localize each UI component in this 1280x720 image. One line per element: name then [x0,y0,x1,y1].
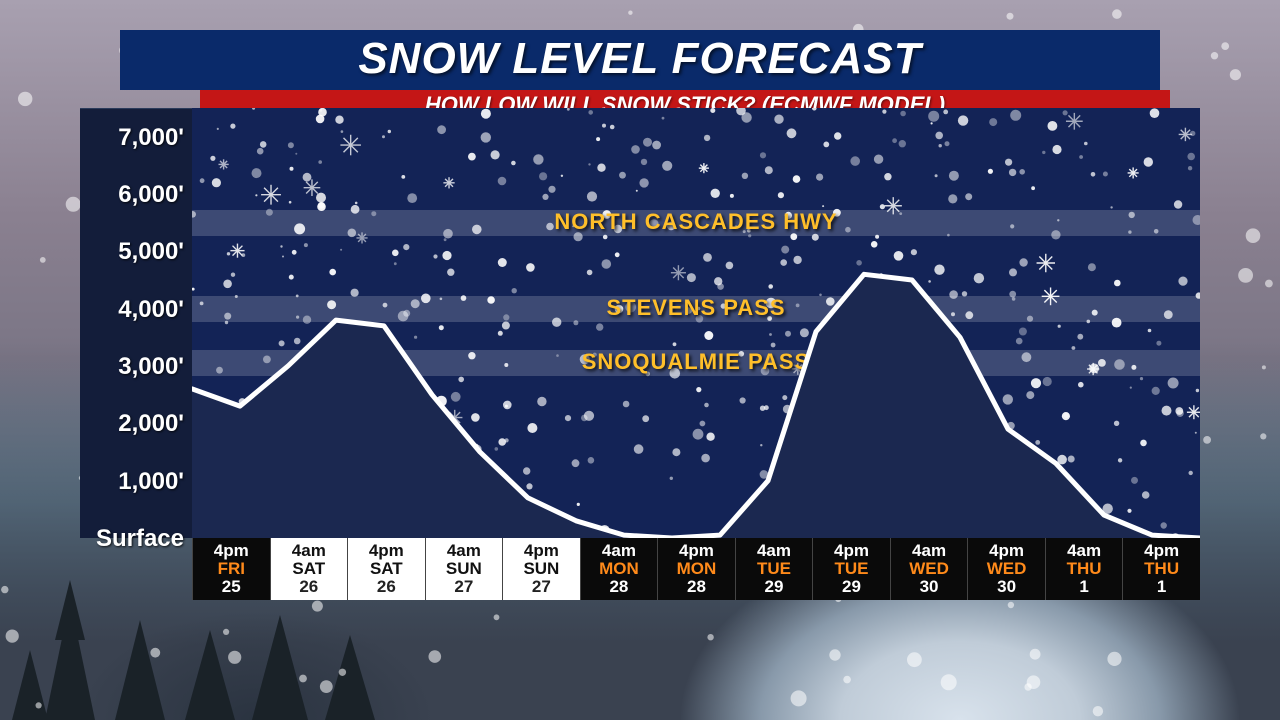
x-axis-cell: 4pmTUE29 [812,538,890,600]
x-date: 27 [532,578,551,596]
x-axis-cell: 4amSAT26 [270,538,348,600]
y-tick-label: 5,000' [118,238,184,266]
x-day: SUN [523,560,559,578]
x-date: 25 [222,578,241,596]
x-time: 4pm [679,542,714,560]
x-date: 1 [1079,578,1088,596]
y-axis: 7,000' 6,000' 5,000' 4,000' 3,000' 2,000' 1,00… [80,108,192,538]
x-time: 4am [447,542,481,560]
x-axis-cell: 4amTHU1 [1045,538,1123,600]
x-time: 4pm [524,542,559,560]
x-day: TUE [835,560,869,578]
x-axis-cell: 4pmMON28 [657,538,735,600]
x-day: FRI [218,560,245,578]
snow-level-line [192,108,1200,538]
x-axis-cell: 4pmSAT26 [347,538,425,600]
x-date: 30 [920,578,939,596]
x-time: 4am [602,542,636,560]
x-date: 28 [687,578,706,596]
x-axis-cell: 4amTUE29 [735,538,813,600]
x-date: 26 [377,578,396,596]
x-day: WED [987,560,1027,578]
x-axis-cell: 4pmWED30 [967,538,1045,600]
y-tick-label: 1,000' [118,468,184,496]
x-date: 1 [1157,578,1166,596]
x-time: 4pm [214,542,249,560]
x-day: THU [1067,560,1102,578]
x-date: 30 [997,578,1016,596]
x-day: SAT [292,560,325,578]
x-axis-cell: 4pmFRI25 [192,538,270,600]
x-day: SAT [370,560,403,578]
x-day: THU [1144,560,1179,578]
y-tick-label: Surface [96,525,184,553]
x-axis-cell: 4pmSUN27 [502,538,580,600]
y-tick-label: 4,000' [118,296,184,324]
chart-container: 7,000' 6,000' 5,000' 4,000' 3,000' 2,000' 1,00… [80,108,1200,598]
x-date: 27 [454,578,473,596]
y-tick-label: 3,000' [118,353,184,381]
x-axis-cell: 4amSUN27 [425,538,503,600]
x-day: TUE [757,560,791,578]
x-day: MON [677,560,717,578]
x-axis-cell: 4amWED30 [890,538,968,600]
x-time: 4am [912,542,946,560]
x-time: 4pm [1144,542,1179,560]
x-date: 29 [765,578,784,596]
x-time: 4pm [369,542,404,560]
x-axis: 4pmFRI254amSAT264pmSAT264amSUN274pmSUN27… [192,538,1200,600]
x-axis-cell: 4amMON28 [580,538,658,600]
x-day: MON [599,560,639,578]
panel-title: SNOW LEVEL FORECAST [120,30,1160,90]
x-date: 26 [299,578,318,596]
plot-area: NORTH CASCADES HWYSTEVENS PASSSNOQUALMIE… [192,108,1200,538]
x-axis-cell: 4pmTHU1 [1122,538,1200,600]
x-time: 4am [757,542,791,560]
y-tick-label: 7,000' [118,124,184,152]
x-time: 4am [292,542,326,560]
x-time: 4pm [989,542,1024,560]
x-time: 4pm [834,542,869,560]
y-tick-label: 2,000' [118,410,184,438]
x-date: 28 [609,578,628,596]
y-tick-label: 6,000' [118,181,184,209]
x-day: WED [909,560,949,578]
background-trees [0,580,500,720]
x-day: SUN [446,560,482,578]
x-date: 29 [842,578,861,596]
x-time: 4am [1067,542,1101,560]
